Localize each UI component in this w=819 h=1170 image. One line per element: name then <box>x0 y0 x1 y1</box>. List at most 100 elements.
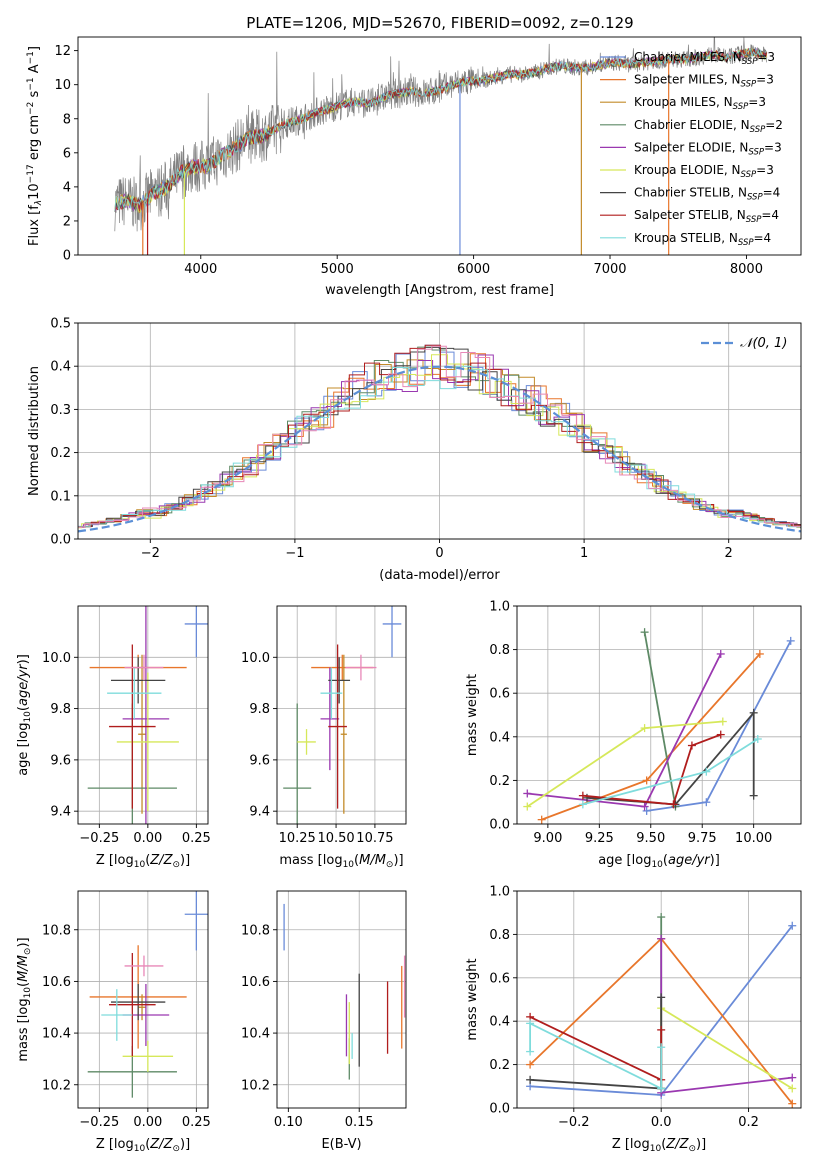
spectrum-ytick-label: 4 <box>63 180 71 195</box>
figure-title: PLATE=1206, MJD=52670, FIBERID=0092, z=0… <box>246 14 633 32</box>
mass_vs_Z-xtick-label: 0.25 <box>182 1115 211 1130</box>
weight-series-kroupa_stelib <box>529 1021 663 1090</box>
weight_vs_Z-ytick-label: 0.8 <box>489 928 510 943</box>
age_vs_Z-xtick-label: 0.00 <box>133 831 162 846</box>
residuals-ytick-label: 0.4 <box>50 360 71 375</box>
normal-curve <box>78 365 801 533</box>
weight-series-salpeter_stelib <box>582 733 722 806</box>
weight_vs_age-panel: 9.00 9.25 9.50 9.75 10.00 0.0 0.2 0.4 0.6 0.8 1.0 a… <box>465 600 802 870</box>
spectrum-plot-area <box>114 37 768 255</box>
age_vs_Z-ylabel: age [log10(age/yr)] <box>16 654 33 776</box>
weight_vs_age-ytick-label: 0.6 <box>489 687 510 702</box>
age_vs_Z-plot-area <box>87 606 208 824</box>
spectrum-xtick-label: 8000 <box>730 262 763 277</box>
histogram-pink <box>78 345 801 528</box>
residuals-xtick-label: −1 <box>285 546 304 561</box>
age_vs_Z-xtick-label: −0.25 <box>79 831 119 846</box>
legend-entry: Kroupa STELIB, NSSP=4 <box>634 231 771 248</box>
spectrum-ytick-label: 6 <box>63 146 71 161</box>
age_vs_Z-panel: −0.25 0.00 0.25 9.4 9.6 9.8 10.0 Z [log10(Z/Z⊙)… <box>16 605 211 870</box>
age_vs_mass-panel: 10.25 10.50 10.75 9.4 9.6 9.8 10.0 mass [log10(… <box>241 605 407 870</box>
residuals-xtick-label: 1 <box>580 546 588 561</box>
weight_vs_age-xtick-label: 9.25 <box>585 831 614 846</box>
mass_vs_Z-ytick-label: 10.6 <box>42 975 71 990</box>
spectrum-xtick-label: 6000 <box>457 262 490 277</box>
residuals-xtick-label: −2 <box>141 546 160 561</box>
mass_vs_Z-ytick-label: 10.8 <box>42 923 71 938</box>
weight_vs_Z-xtick-label: 0.2 <box>738 1115 759 1130</box>
weight_vs_age-ytick-label: 0.4 <box>489 730 510 745</box>
age_vs_mass-xtick-label: 10.75 <box>356 831 393 846</box>
age_vs_mass-ytick-label: 9.8 <box>249 702 270 717</box>
spectrum-ytick-label: 2 <box>63 214 71 229</box>
spectrum-ytick-label: 0 <box>63 249 71 264</box>
age_vs_Z-frame <box>77 605 209 825</box>
mass_vs_Z-xlabel: Z [log10(Z/Z⊙)] <box>96 1137 190 1154</box>
mass_vs_ebv-xlabel: E(B-V) <box>321 1137 361 1152</box>
mass_vs_Z-panel: −0.25 0.00 0.25 10.2 10.4 10.6 10.8 Z [log10(Z/… <box>16 890 211 1154</box>
residuals-xtick-label: 2 <box>725 546 733 561</box>
age_vs_mass-xtick-label: 10.25 <box>279 831 316 846</box>
legend-entry: Salpeter ELODIE, NSSP=3 <box>634 140 782 157</box>
spectrum-frame <box>77 36 802 256</box>
weight_vs_age-xtick-label: 9.50 <box>636 831 665 846</box>
weight_vs_Z-ytick-label: 0.0 <box>489 1102 510 1117</box>
age_vs_mass-xtick-label: 10.50 <box>317 831 354 846</box>
legend-entry: Chabrier ELODIE, NSSP=2 <box>634 118 783 135</box>
age_vs_Z-xtick-label: 0.25 <box>182 831 211 846</box>
legend-entry: Kroupa MILES, NSSP=3 <box>634 95 766 112</box>
weight_vs_Z-xtick-label: −0.2 <box>558 1115 590 1130</box>
weight_vs_age-ytick-label: 1.0 <box>489 600 510 615</box>
residuals-ytick-label: 0.2 <box>50 446 71 461</box>
mass_vs_ebv-ytick-label: 10.4 <box>241 1027 270 1042</box>
residuals-plot-area <box>78 344 801 533</box>
histogram-kroupa_stelib <box>78 365 801 528</box>
spectrum-xtick-label: 5000 <box>321 262 354 277</box>
mass_vs_ebv-xtick-label: 0.10 <box>274 1115 303 1130</box>
weight_vs_age-xlabel: age [log10(age/yr)] <box>598 853 720 870</box>
mass_vs_Z-ylabel: mass [log10(M/M⊙)] <box>16 937 33 1061</box>
spectrum-ytick-label: 8 <box>63 112 71 127</box>
age_vs_Z-ytick-label: 9.8 <box>50 702 71 717</box>
spectrum-panel: 4000 5000 6000 7000 8000 0 2 4 6 8 10 12 wavelength … <box>26 36 802 298</box>
mass_vs_ebv-ytick-label: 10.8 <box>241 923 270 938</box>
mass_vs_Z-xtick-label: 0.00 <box>133 1115 162 1130</box>
spectrum-xlabel: wavelength [Angstrom, rest frame] <box>325 283 554 298</box>
weight_vs_age-plot-area <box>523 628 795 824</box>
weight_vs_Z-panel: −0.2 0.0 0.2 0.0 0.2 0.4 0.6 0.8 1.0 Z [log10(Z/Z… <box>465 885 802 1154</box>
spectrum-xtick-label: 4000 <box>184 262 217 277</box>
weight_vs_age-ytick-label: 0.2 <box>489 774 510 789</box>
weight_vs_age-xtick-label: 9.75 <box>688 831 717 846</box>
weight_vs_Z-plot-area <box>526 913 797 1108</box>
mass_vs_ebv-ytick-label: 10.6 <box>241 975 270 990</box>
weight_vs_Z-xlabel: Z [log10(Z/Z⊙)] <box>612 1137 706 1154</box>
age_vs_Z-xlabel: Z [log10(Z/Z⊙)] <box>96 853 190 870</box>
spectrum-ytick-label: 10 <box>54 78 71 93</box>
age_vs_Z-ytick-label: 9.4 <box>50 805 71 820</box>
mass_vs_Z-ytick-label: 10.4 <box>42 1027 71 1042</box>
legend-entry: Chabrier MILES, NSSP=3 <box>634 50 775 67</box>
weight_vs_age-ytick-label: 0.8 <box>489 643 510 658</box>
age_vs_Z-ytick-label: 10.0 <box>42 651 71 666</box>
mass_vs_Z-plot-area <box>87 891 208 1098</box>
weight-series-chabrier_stelib <box>530 997 663 1090</box>
weight_vs_age-ytick-label: 0.0 <box>489 818 510 833</box>
mass_vs_Z-xtick-label: −0.25 <box>79 1115 119 1130</box>
legend-entry: Salpeter MILES, NSSP=3 <box>634 73 774 90</box>
mass_vs_ebv-ytick-label: 10.2 <box>241 1078 270 1093</box>
weight-series-chabrier_elodie <box>643 632 677 807</box>
weight_vs_age-xtick-label: 10.00 <box>735 831 772 846</box>
age_vs_mass-frame <box>276 605 407 825</box>
weight_vs_Z-ytick-label: 0.6 <box>489 971 510 986</box>
residuals-ytick-label: 0.5 <box>50 317 71 332</box>
residuals-xtick-label: 0 <box>435 546 443 561</box>
mass_vs_ebv-plot-area <box>283 903 406 1080</box>
spectrum-ytick-label: 12 <box>54 44 71 59</box>
age_vs_mass-ytick-label: 10.0 <box>241 651 270 666</box>
legend-entry: Kroupa ELODIE, NSSP=3 <box>634 163 774 180</box>
residuals-frame <box>77 322 802 540</box>
mass_vs_ebv-xtick-label: 0.15 <box>345 1115 374 1130</box>
weight-series-salpeter_stelib <box>529 1016 663 1082</box>
residuals-ytick-label: 0.0 <box>50 533 71 548</box>
spectrum-xtick-label: 7000 <box>593 262 626 277</box>
